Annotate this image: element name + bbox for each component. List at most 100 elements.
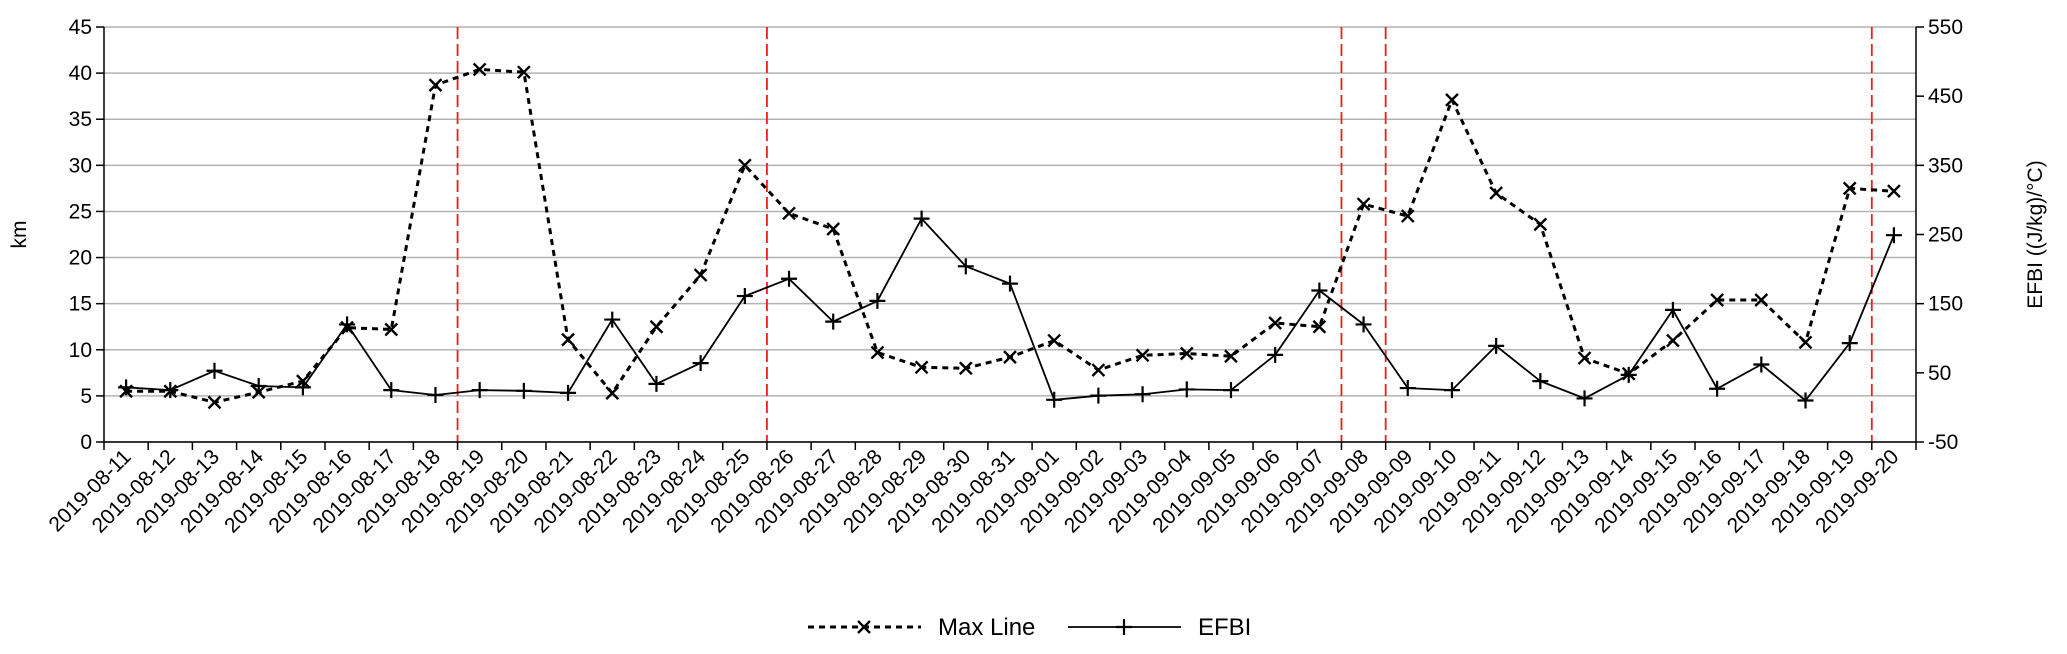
legend-label: EFBI [1198,614,1251,641]
point-marker-x [1268,316,1283,330]
legend: Max Line EFBI [808,614,1251,641]
series-max-line [119,62,1901,410]
point-marker-plus [560,384,577,401]
point-marker-plus [1797,392,1814,409]
point-marker-x [1445,93,1459,107]
point-marker-x [1400,209,1415,223]
point-marker-plus [957,258,974,275]
point-marker-x [1842,181,1857,196]
point-marker-x [958,361,973,376]
point-marker-x [782,206,796,221]
point-marker-plus [383,382,400,399]
point-marker-x [737,158,752,173]
point-marker-plus [1753,356,1770,373]
left-tick-label: 45 [69,16,92,39]
point-marker-plus [648,375,665,392]
series-layer [118,62,1902,410]
point-marker-plus [1488,337,1505,354]
point-marker-plus [250,377,267,394]
point-marker-plus [339,316,356,333]
legend-label: Max Line [938,614,1035,641]
point-marker-plus [118,379,135,396]
legend-item: EFBI [1068,614,1251,641]
point-marker-plus [515,382,532,399]
point-marker-plus [736,288,753,305]
point-marker-plus [1311,282,1328,299]
vertical-markers [456,27,1873,442]
point-marker-plus [1576,390,1593,407]
point-marker-x [1533,217,1548,232]
point-marker-x [1754,293,1769,307]
point-marker-x [605,386,620,400]
right-tick-label: 150 [1928,293,1963,316]
point-marker-plus [825,313,842,330]
point-marker-x [472,62,487,77]
point-marker-x [1710,293,1724,307]
point-marker-x [384,322,399,337]
point-marker-x [428,78,443,92]
point-marker-plus [427,386,444,403]
right-tick-label: 450 [1928,85,1963,108]
point-marker-plus [1620,366,1637,383]
left-axis-title: km [8,221,31,249]
point-marker-plus [1399,380,1416,397]
point-marker-plus [1116,619,1132,635]
point-marker-plus [1267,346,1284,363]
point-marker-plus [1443,382,1460,399]
point-marker-x [870,345,885,360]
point-marker-x [207,395,222,410]
point-marker-plus [1841,335,1858,352]
point-marker-x [1489,186,1503,200]
point-marker-plus [162,382,179,399]
left-tick-label: 0 [80,431,92,454]
point-marker-x [1003,350,1017,365]
point-marker-plus [1664,301,1681,318]
point-marker-plus [1134,386,1151,403]
point-marker-plus [1002,275,1018,292]
point-marker-plus [1532,373,1549,390]
left-tick-label: 5 [80,385,92,408]
point-marker-x [1312,319,1327,334]
point-marker-x [826,222,841,236]
point-marker-plus [869,292,886,309]
point-marker-x [914,360,929,375]
point-marker-plus [471,382,488,399]
right-tick-label: 250 [1928,224,1963,247]
point-marker-plus [1709,380,1726,397]
point-marker-plus [781,270,798,287]
point-marker-plus [1355,316,1372,333]
point-marker-x [1887,184,1901,199]
left-tick-label: 35 [69,108,92,131]
point-marker-x [1135,348,1150,363]
point-marker-x [649,319,664,334]
right-tick-label: 50 [1928,362,1951,385]
left-tick-label: 40 [69,62,92,85]
point-marker-x [561,332,575,347]
point-marker-plus [604,311,621,328]
left-tick-label: 10 [69,339,92,362]
legend-item: Max Line [808,614,1035,641]
left-tick-label: 20 [69,247,92,270]
point-marker-plus [1222,382,1239,399]
point-marker-plus [1046,391,1063,408]
point-marker-x [693,268,708,282]
grid-lines [104,26,1916,443]
point-marker-x [1047,333,1062,348]
axes: 0 5 10 15 20 25 30 35 40 45 km -50 50 150 250 350 450 550… [8,16,2047,537]
point-marker-plus [692,355,709,372]
point-marker-x [1666,333,1680,348]
point-marker-x [857,620,871,634]
point-marker-plus [1090,387,1107,404]
left-tick-label: 15 [69,293,92,316]
left-tick-label: 30 [69,154,92,177]
right-axis-title: EFBI ((J/kg)/°C) [2024,160,2047,308]
series-efbi [118,210,1902,409]
right-tick-label: 550 [1928,16,1963,39]
point-marker-x [1356,197,1371,211]
right-tick-label: -50 [1928,431,1958,454]
left-tick-label: 25 [69,200,92,223]
point-marker-plus [913,210,930,227]
point-marker-x [1179,346,1194,361]
